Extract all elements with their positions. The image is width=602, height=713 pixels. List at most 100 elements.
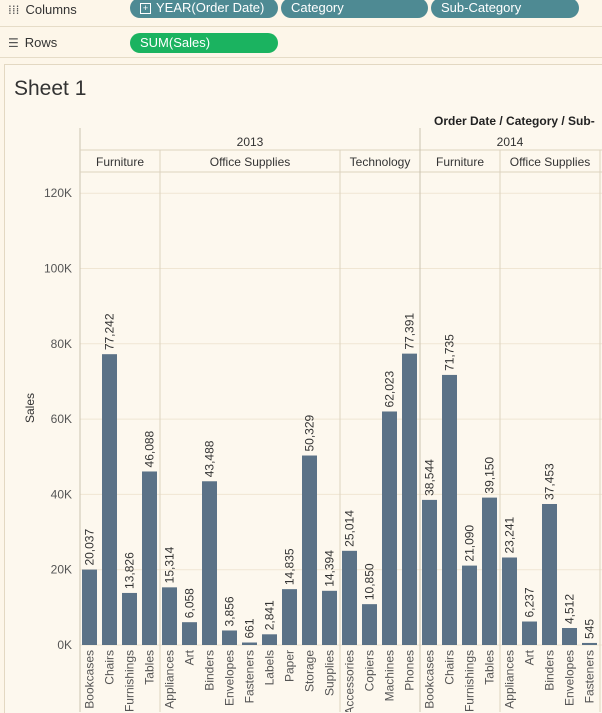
x-tick-label: Tables — [483, 650, 497, 685]
bar-copiers[interactable] — [362, 604, 377, 645]
bar-envelopes[interactable] — [562, 628, 577, 645]
bar-tables[interactable] — [482, 497, 497, 645]
rows-label: Rows — [24, 35, 58, 50]
bar-accessories[interactable] — [342, 550, 357, 645]
data-label: 50,329 — [303, 414, 317, 451]
x-tick-label: Furnishings — [123, 650, 137, 712]
bar-envelopes[interactable] — [222, 630, 237, 645]
data-label: 71,735 — [443, 334, 457, 371]
bar-art[interactable] — [182, 622, 197, 645]
data-label: 77,391 — [403, 313, 417, 350]
data-label: 10,850 — [363, 563, 377, 600]
bar-art[interactable] — [522, 621, 537, 645]
pill-category-label: Category — [291, 0, 344, 15]
year-header-2013: 2013 — [237, 135, 264, 149]
bar-tables[interactable] — [142, 471, 157, 645]
data-label: 14,835 — [283, 548, 297, 585]
category-header: Technology — [350, 155, 411, 169]
x-tick-label: Bookcases — [423, 650, 437, 709]
data-label: 3,856 — [223, 596, 237, 626]
category-header: Office Supplies — [210, 155, 291, 169]
pill-sub-category[interactable]: Sub-Category — [431, 0, 579, 18]
bar-paper[interactable] — [282, 589, 297, 645]
x-tick-label: Binders — [203, 650, 217, 691]
data-label: 62,023 — [383, 370, 397, 407]
pill-year-order-date[interactable]: + YEAR(Order Date) — [130, 0, 278, 18]
x-tick-label: Appliances — [503, 650, 517, 709]
x-tick-label: Supplies — [323, 650, 337, 696]
bar-binders[interactable] — [542, 503, 557, 645]
x-tick-label: Copiers — [363, 650, 377, 691]
y-tick-label: 40K — [51, 487, 72, 501]
bar-fasteners[interactable] — [242, 642, 257, 645]
bar-machines[interactable] — [382, 411, 397, 645]
y-tick-label: 100K — [44, 262, 72, 276]
bar-fasteners[interactable] — [582, 642, 597, 645]
bar-appliances[interactable] — [162, 587, 177, 645]
data-label: 25,014 — [343, 510, 357, 547]
category-header: Office Supplies — [510, 155, 591, 169]
x-tick-label: Envelopes — [563, 650, 577, 706]
x-tick-label: Accessories — [343, 650, 357, 712]
x-tick-label: Envelopes — [223, 650, 237, 706]
bar-furnishings[interactable] — [462, 565, 477, 645]
x-tick-label: Chairs — [443, 650, 457, 685]
columns-label: Columns — [25, 2, 77, 17]
data-label: 21,090 — [463, 525, 477, 562]
x-tick-label: Chairs — [103, 650, 117, 685]
data-label: 77,242 — [103, 313, 117, 350]
data-label: 14,394 — [323, 550, 337, 587]
year-header-2014: 2014 — [497, 135, 524, 149]
columns-icon: ⁞⁞⁞ — [8, 2, 20, 17]
bar-phones[interactable] — [402, 353, 417, 645]
data-label: 6,237 — [523, 587, 537, 617]
x-tick-label: Phones — [403, 650, 417, 691]
data-label: 38,544 — [423, 459, 437, 496]
y-tick-label: 60K — [51, 412, 72, 426]
columns-shelf: ⁞⁞⁞ Columns + YEAR(Order Date) Category S… — [0, 0, 602, 27]
rows-shelf-label: ☰ Rows — [8, 35, 57, 50]
pill-sum-sales[interactable]: SUM(Sales) — [130, 33, 278, 53]
data-label: 46,088 — [143, 430, 157, 467]
y-tick-label: 20K — [51, 563, 72, 577]
x-tick-label: Fasteners — [243, 650, 257, 703]
bar-binders[interactable] — [202, 481, 217, 645]
bar-storage[interactable] — [302, 455, 317, 645]
data-label: 4,512 — [563, 594, 577, 624]
pill-year-order-date-label: YEAR(Order Date) — [156, 0, 265, 15]
bar-appliances[interactable] — [502, 557, 517, 645]
y-tick-label: 0K — [57, 638, 72, 652]
x-tick-label: Art — [183, 649, 197, 665]
pill-sum-sales-label: SUM(Sales) — [140, 35, 211, 50]
bar-bookcases[interactable] — [82, 569, 97, 645]
data-label: 6,058 — [183, 588, 197, 618]
x-tick-label: Furnishings — [463, 650, 477, 712]
data-label: 23,241 — [503, 516, 517, 553]
bar-chairs[interactable] — [102, 354, 117, 645]
data-label: 37,453 — [543, 463, 557, 500]
data-label: 39,150 — [483, 457, 497, 494]
column-header-path: Order Date / Category / Sub- — [434, 114, 595, 128]
rows-icon: ☰ — [8, 35, 19, 50]
bar-furnishings[interactable] — [122, 592, 137, 645]
x-tick-label: Binders — [543, 650, 557, 691]
data-label: 545 — [583, 619, 597, 639]
data-label: 20,037 — [83, 529, 97, 566]
pill-category[interactable]: Category — [281, 0, 428, 18]
x-tick-label: Fasteners — [583, 650, 597, 703]
data-label: 15,314 — [163, 546, 177, 583]
x-tick-label: Machines — [383, 650, 397, 701]
expand-icon[interactable]: + — [140, 3, 151, 14]
y-tick-label: 80K — [51, 337, 72, 351]
bar-bookcases[interactable] — [422, 499, 437, 645]
bar-chairs[interactable] — [442, 374, 457, 645]
rows-shelf: ☰ Rows SUM(Sales) — [0, 27, 602, 58]
bar-supplies[interactable] — [322, 590, 337, 645]
columns-shelf-label: ⁞⁞⁞ Columns — [8, 2, 77, 17]
data-label: 661 — [243, 618, 257, 638]
x-tick-label: Tables — [143, 650, 157, 685]
bar-labels[interactable] — [262, 634, 277, 645]
x-tick-label: Paper — [283, 650, 297, 682]
x-tick-label: Storage — [303, 650, 317, 692]
